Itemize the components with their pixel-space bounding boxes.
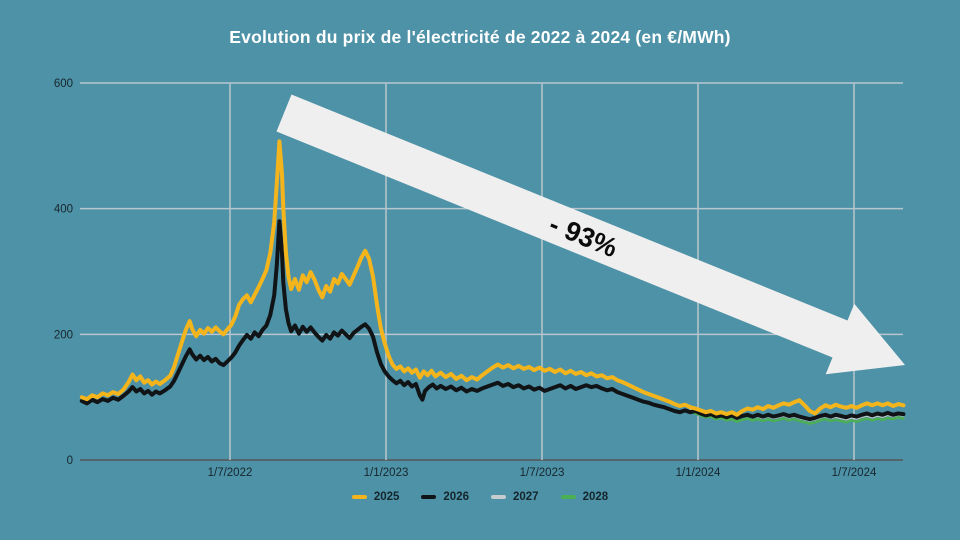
x-tick-label: 1/7/2023 (520, 467, 565, 479)
chart-legend: 2025 2026 2027 2028 (0, 491, 960, 503)
legend-item-2026: 2026 (421, 491, 469, 503)
chart-title: Evolution du prix de l'électricité de 20… (229, 27, 731, 47)
x-tick-label: 1/1/2024 (676, 467, 721, 479)
y-tick-label: 0 (67, 455, 73, 467)
decline-arrow (276, 94, 905, 375)
legend-dash-icon (491, 495, 506, 499)
legend-label: 2025 (373, 491, 400, 503)
legend-dash-icon (421, 495, 437, 499)
y-tick-label: 600 (54, 78, 73, 90)
series-line-2025 (79, 139, 906, 417)
series-line-2026 (79, 219, 906, 422)
legend-item-2028: 2028 (560, 491, 609, 503)
series-line-2028 (688, 410, 905, 425)
legend-label: 2027 (513, 491, 539, 503)
legend-label: 2026 (443, 491, 469, 503)
legend-item-2025: 2025 (351, 491, 400, 503)
y-tick-label: 400 (54, 204, 73, 216)
legend-label: 2028 (582, 491, 609, 503)
x-tick-label: 1/7/2022 (208, 467, 253, 479)
legend-dash-icon (560, 495, 576, 499)
x-tick-label: 1/1/2023 (364, 467, 409, 479)
legend-dash-icon (351, 495, 367, 499)
legend-item-2027: 2027 (491, 491, 539, 503)
x-tick-label: 1/7/2024 (832, 467, 877, 479)
y-tick-label: 200 (54, 329, 73, 341)
